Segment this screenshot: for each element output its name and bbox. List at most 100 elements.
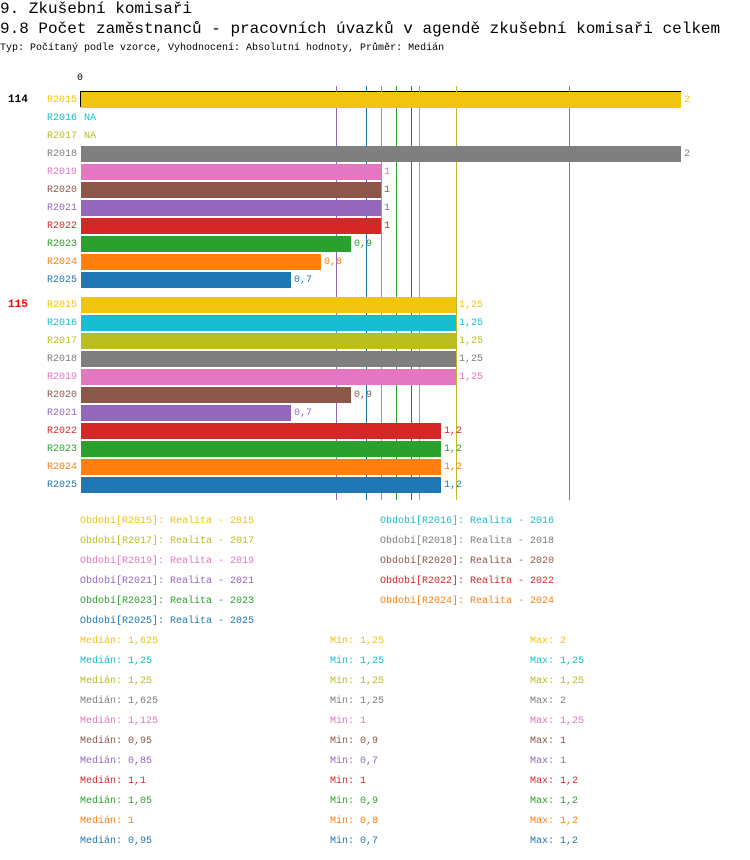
stat-min: Min: 0,9 [330, 796, 379, 807]
stat-min: Min: 1,25 [330, 676, 385, 687]
row-label-R2017: R2017 [47, 131, 78, 142]
data-label: 2 [684, 95, 691, 106]
median-line-R2025 [366, 86, 367, 500]
row-label-R2023: R2023 [47, 239, 78, 250]
bar-R2024 [81, 459, 441, 475]
median-line-R2021 [336, 86, 337, 500]
stat-median: Medián: 1,25 [80, 676, 153, 687]
stat-median: Medián: 1,125 [80, 716, 159, 727]
stat-max: Max: 1,25 [530, 716, 585, 727]
data-label: 1 [384, 167, 391, 178]
bar-R2023 [81, 236, 351, 252]
bar-R2020 [81, 387, 351, 403]
data-label: 1,25 [459, 354, 484, 365]
bar-R2021 [81, 405, 291, 421]
bar-R2018 [81, 351, 456, 367]
stat-median: Medián: 1,25 [80, 656, 153, 667]
stat-max: Max: 1,2 [530, 836, 579, 847]
stat-min: Min: 0,8 [330, 816, 379, 827]
stat-min: Min: 1 [330, 716, 367, 727]
data-label: NA [84, 113, 97, 124]
stat-max: Max: 1,2 [530, 816, 579, 827]
median-line-R2023 [396, 86, 397, 500]
bar-R2019 [81, 164, 381, 180]
stat-median: Medián: 0,85 [80, 756, 153, 767]
stat-median: Medián: 1,625 [80, 696, 159, 707]
legend-item-R2019: Období[R2019]: Realita - 2019 [80, 556, 255, 567]
chart-title: 9.8 Počet zaměstnanců - pracovních úvazk… [0, 20, 721, 38]
legend-item-R2025: Období[R2025]: Realita - 2025 [80, 616, 255, 627]
row-label-R2024: R2024 [47, 257, 78, 268]
legend-item-R2015: Období[R2015]: Realita - 2015 [80, 516, 255, 527]
median-line-R2017 [456, 86, 457, 500]
group-label: 114 [8, 94, 28, 106]
bar-R2017 [81, 333, 456, 349]
stat-min: Min: 1 [330, 776, 367, 787]
stat-median: Medián: 1,625 [80, 636, 159, 647]
stat-median: Medián: 0,95 [80, 736, 153, 747]
data-label: 1,25 [459, 372, 484, 383]
row-label-R2025: R2025 [47, 275, 78, 286]
legend-item-R2024: Období[R2024]: Realita - 2024 [380, 596, 555, 607]
stat-max: Max: 1 [530, 736, 567, 747]
row-label-R2021: R2021 [47, 408, 78, 419]
stat-min: Min: 0,7 [330, 756, 379, 767]
data-label: 0,7 [294, 275, 313, 286]
row-label-R2018: R2018 [47, 149, 78, 160]
stat-max: Max: 2 [530, 696, 567, 707]
data-label: 0,9 [354, 390, 373, 401]
row-label-R2024: R2024 [47, 462, 78, 473]
data-label: 1,25 [459, 300, 484, 311]
data-label: NA [84, 131, 97, 142]
legend-item-R2023: Období[R2023]: Realita - 2023 [80, 596, 255, 607]
bar-R2021 [81, 200, 381, 216]
row-label-R2022: R2022 [47, 426, 78, 437]
data-label: 0,8 [324, 257, 343, 268]
stat-max: Max: 1,25 [530, 676, 585, 687]
data-label: 1,25 [459, 318, 484, 329]
legend-item-R2017: Období[R2017]: Realita - 2017 [80, 536, 255, 547]
data-label: 1,2 [444, 480, 463, 491]
data-label: 1,2 [444, 462, 463, 473]
stat-min: Min: 1,25 [330, 696, 385, 707]
row-label-R2025: R2025 [47, 480, 78, 491]
bar-R2022 [81, 218, 381, 234]
stat-max: Max: 1,25 [530, 656, 585, 667]
bar-R2022 [81, 423, 441, 439]
data-label: 1 [384, 203, 391, 214]
row-label-R2023: R2023 [47, 444, 78, 455]
row-label-R2016: R2016 [47, 318, 78, 329]
row-label-R2020: R2020 [47, 390, 78, 401]
row-label-R2017: R2017 [47, 336, 78, 347]
data-label: 1,2 [444, 426, 463, 437]
stat-min: Min: 0,9 [330, 736, 379, 747]
data-label: 2 [684, 149, 691, 160]
bar-R2015 [81, 92, 681, 108]
legend-item-R2020: Období[R2020]: Realita - 2020 [380, 556, 555, 567]
stat-min: Min: 0,7 [330, 836, 379, 847]
row-label-R2021: R2021 [47, 203, 78, 214]
row-label-R2015: R2015 [47, 95, 78, 106]
stat-min: Min: 1,25 [330, 656, 385, 667]
data-label: 1 [384, 185, 391, 196]
stat-max: Max: 1,2 [530, 796, 579, 807]
data-label: 1,2 [444, 444, 463, 455]
bar-R2020 [81, 182, 381, 198]
bar-R2023 [81, 441, 441, 457]
stat-max: Max: 1 [530, 756, 567, 767]
stat-median: Medián: 1 [80, 816, 135, 827]
section-title: 9. Zkušební komisaři [0, 0, 193, 18]
bar-R2019 [81, 369, 456, 385]
row-label-R2019: R2019 [47, 372, 78, 383]
data-label: 0,9 [354, 239, 373, 250]
bar-R2015 [81, 297, 456, 313]
group-label: 115 [8, 299, 28, 311]
legend-item-R2016: Období[R2016]: Realita - 2016 [380, 516, 555, 527]
row-label-R2020: R2020 [47, 185, 78, 196]
bar-R2024 [81, 254, 321, 270]
median-line-R2022 [411, 86, 412, 500]
median-line-R2019 [419, 86, 420, 500]
row-label-R2015: R2015 [47, 300, 78, 311]
data-label: 1,25 [459, 336, 484, 347]
